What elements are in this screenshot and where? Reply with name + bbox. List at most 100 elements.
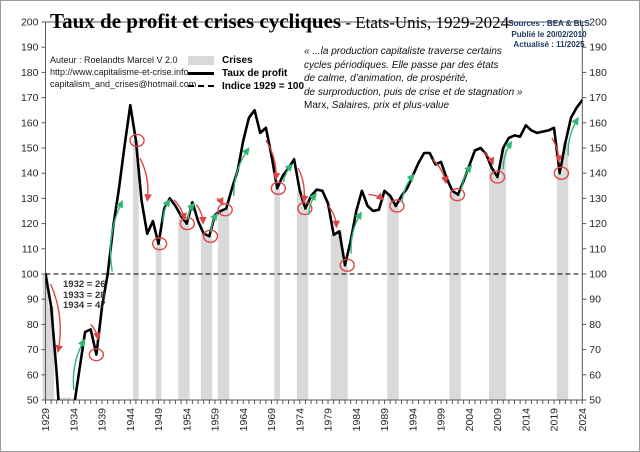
author-email: capitalism_and_crises@hotmail.com [50, 79, 197, 89]
y-tick-label-left: 170 [21, 92, 39, 104]
crisis-band-1980 [330, 234, 337, 400]
decline-arrow [139, 157, 152, 202]
note-1932: 1932 = 26 [63, 279, 106, 290]
y-tick-label-left: 50 [27, 395, 39, 407]
crisis-band-1974 [296, 190, 303, 400]
trough-circle-1945 [129, 133, 145, 148]
crisis-band-1933 [65, 397, 71, 400]
crisis-band-1930 [48, 306, 55, 400]
crisis-band-1981 [336, 231, 343, 400]
recovery-arrow [308, 192, 317, 215]
y-tick-label-right: 130 [589, 193, 607, 205]
quote-line-1: « ...la production capitaliste traverse … [304, 46, 502, 57]
crisis-band-1982 [342, 265, 348, 400]
quote-line-2: cycles périodiques. Elle passe par des é… [304, 59, 499, 71]
recovery-arrow [401, 173, 415, 203]
crisis-band-2009 [494, 176, 501, 400]
crisis-band-1954 [183, 223, 190, 400]
author-name: Auteur : Roelandts Marcel V 2.0 [50, 55, 178, 65]
y-tick-label-right: 60 [589, 369, 601, 381]
y-tick-label-right: 190 [589, 42, 607, 54]
trough-circle-2020 [553, 166, 570, 180]
crisis-band-1960 [217, 211, 224, 400]
recovery-arrow [210, 212, 218, 233]
quote-line-4: de surproduction, puis de crise et de st… [304, 86, 523, 98]
trough-circles [88, 133, 570, 362]
chart-title-main: Taux de profit et crises cycliques [50, 9, 342, 33]
recovery-arrow [567, 116, 579, 156]
crisis-band-2008 [489, 168, 495, 400]
y-tick-label-left: 120 [21, 218, 39, 230]
recovery-arrow [460, 164, 473, 191]
quote-line-3: de calme, d’animation, de prospérité, [304, 73, 468, 84]
x-tick-label-2004: 2004 [464, 408, 476, 432]
crisis-band-1990 [387, 195, 394, 400]
recovery-arrow [502, 140, 513, 170]
plot-border [45, 21, 583, 401]
crisis-band-1957 [200, 233, 207, 400]
crisis-band-1975 [302, 208, 309, 400]
crisis-band-1945 [133, 140, 139, 400]
x-tick-label-1964: 1964 [238, 408, 250, 432]
y-tick-label-right: 50 [589, 395, 601, 407]
legend-item-profit: Taux de profit [188, 67, 304, 79]
decline-arrow [216, 196, 224, 206]
crisis-band-1970 [274, 188, 281, 400]
x-tick-label-1999: 1999 [436, 408, 448, 432]
legend-item-indice: Indice 1929 = 100 [188, 80, 304, 92]
author-block: Auteur : Roelandts Marcel V 2.0 http://w… [50, 54, 196, 90]
depression-values-note: 1932 = 26 1933 = 28 1934 = 47 [63, 279, 106, 312]
legend-label-indice: Indice 1929 = 100 [222, 80, 305, 92]
published-date: Publié le 20/02/2010 [511, 29, 587, 39]
recovery-arrow [350, 211, 362, 254]
y-tick-label-left: 70 [27, 344, 39, 356]
trough-circle-1970 [270, 181, 287, 196]
y-tick-label-right: 180 [589, 67, 607, 79]
trough-circle-1961 [217, 203, 233, 217]
x-tick-label-1944: 1944 [125, 408, 137, 432]
recovery-arrow [232, 147, 250, 196]
decline-arrow [49, 283, 64, 354]
y-tick-label-right: 160 [589, 117, 607, 129]
sources-line: Sources : BEA & BLS [508, 19, 590, 28]
quote-attribution-name: Marx, [304, 100, 332, 111]
crisis-band-1961 [223, 208, 230, 400]
y-tick-label-right: 90 [589, 294, 601, 306]
x-tick-label-2009: 2009 [492, 408, 504, 432]
x-tick-label-1959: 1959 [210, 408, 222, 432]
x-tick-label-1979: 1979 [323, 408, 335, 432]
crisis-band-2021 [562, 142, 569, 400]
y-tick-label-left: 160 [21, 117, 39, 129]
crises-swatch-icon [188, 55, 214, 65]
legend: Crises Taux de profit Indice 1929 = 100 [188, 54, 304, 93]
y-tick-label-right: 70 [589, 344, 601, 356]
crisis-band-1953 [178, 216, 184, 400]
x-tick-label-2019: 2019 [549, 408, 561, 432]
decline-arrow [195, 204, 207, 225]
decline-arrow [173, 199, 188, 221]
decline-arrow [90, 323, 101, 341]
trough-circle-1982 [339, 258, 355, 272]
author-website: http://www.capitalisme-et-crise.info [50, 67, 189, 77]
x-tick-label-1974: 1974 [294, 408, 306, 432]
x-tick-label-1949: 1949 [153, 408, 165, 432]
crisis-band-2020 [556, 173, 563, 400]
x-tick-label-1929: 1929 [40, 408, 52, 432]
note-1933: 1933 = 28 [63, 289, 106, 301]
y-tick-label-right: 150 [589, 143, 607, 155]
crisis-band-2002 [455, 194, 461, 400]
x-tick-label-1969: 1969 [266, 408, 278, 432]
y-tick-label-left: 90 [27, 294, 39, 306]
y-tick-label-left: 190 [21, 42, 39, 54]
crisis-band-1932 [59, 397, 66, 400]
note-1934: 1934 = 47 [63, 300, 106, 311]
legend-label-crises: Crises [222, 54, 253, 66]
crisis-band-1958 [206, 236, 213, 400]
x-tick-label-2014: 2014 [520, 408, 532, 432]
x-tick-label-1954: 1954 [181, 408, 193, 432]
y-tick-label-left: 80 [27, 319, 39, 331]
crisis-band-1991 [392, 205, 399, 400]
decline-arrow [482, 151, 495, 166]
